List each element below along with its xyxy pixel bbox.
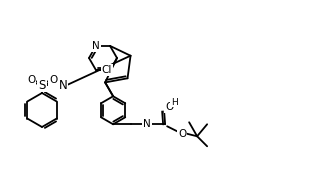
- Text: N: N: [143, 119, 151, 129]
- Text: N: N: [92, 41, 100, 51]
- Text: Cl: Cl: [102, 65, 112, 75]
- Text: H: H: [171, 98, 177, 107]
- Text: O: O: [165, 102, 173, 112]
- Text: O: O: [27, 75, 35, 85]
- Text: O: O: [178, 129, 186, 139]
- Text: S: S: [38, 78, 46, 92]
- Text: O: O: [49, 75, 57, 85]
- Text: N: N: [59, 78, 67, 92]
